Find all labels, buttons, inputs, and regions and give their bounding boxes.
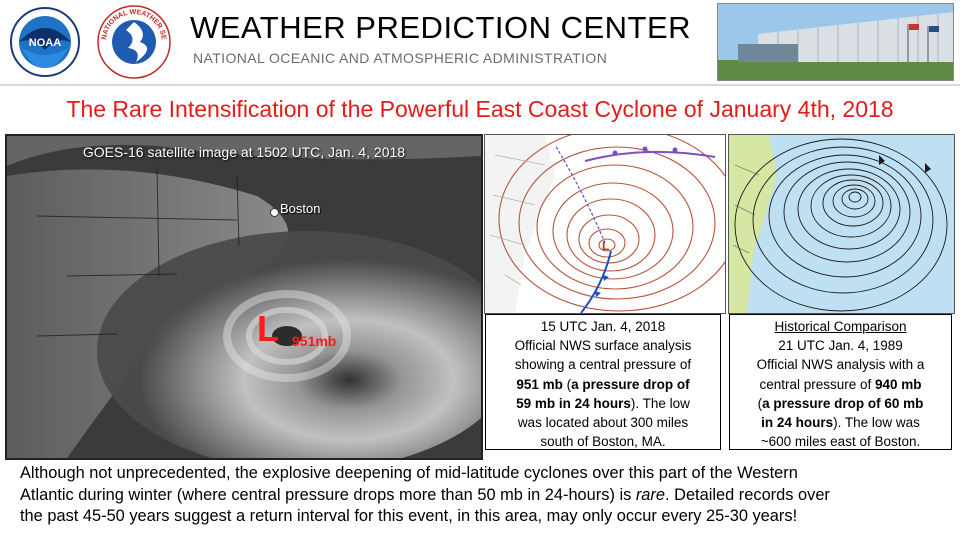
- boston-marker-icon: [270, 208, 279, 217]
- caption-1989-heading: Historical Comparison: [774, 319, 907, 334]
- caption-1989-line1: 21 UTC Jan. 4, 1989: [778, 338, 903, 354]
- caption-1989-line5: in 24 hours). The low was: [761, 415, 920, 431]
- caption-1989-line6: ~600 miles east of Boston.: [760, 434, 921, 450]
- summary-line3: the past 45-50 years suggest a return in…: [20, 507, 798, 525]
- summary-line2: Atlantic during winter (where central pr…: [20, 485, 830, 504]
- noaa-logo: NOAA: [10, 7, 80, 77]
- org-name: WEATHER PREDICTION CENTER: [190, 10, 692, 45]
- caption-2018: 15 UTC Jan. 4, 2018 Official NWS surface…: [485, 314, 721, 450]
- org-subtitle: NATIONAL OCEANIC AND ATMOSPHERIC ADMINIS…: [193, 50, 608, 66]
- surface-analysis-2018-map: L: [484, 134, 726, 314]
- caption-1989-line2: Official NWS analysis with a: [756, 357, 925, 373]
- summary-text: Although not unprecedented, the explosiv…: [20, 463, 950, 528]
- summary-line1: Although not unprecedented, the explosiv…: [20, 464, 798, 482]
- caption-2018-line1: 15 UTC Jan. 4, 2018: [540, 319, 666, 334]
- caption-2018-line7: south of Boston, MA.: [540, 434, 666, 450]
- caption-1989-line3: central pressure of 940 mb: [759, 376, 922, 392]
- caption-2018-line4: 951 mb (a pressure drop of: [516, 376, 690, 392]
- header-divider: [0, 84, 960, 86]
- caption-2018-line2: Official NWS surface analysis: [514, 338, 692, 354]
- caption-2018-line3: showing a central pressure of: [514, 357, 692, 373]
- building-photo: [717, 3, 954, 81]
- caption-2018-line5: 59 mb in 24 hours). The low: [516, 395, 690, 411]
- satellite-caption: GOES-16 satellite image at 1502 UTC, Jan…: [82, 144, 406, 160]
- caption-2018-line6: was located about 300 miles: [517, 415, 689, 431]
- page-title: The Rare Intensification of the Powerful…: [66, 96, 894, 122]
- caption-1989: Historical Comparison 21 UTC Jan. 4, 198…: [729, 314, 952, 450]
- map1-low-glyph: L: [602, 239, 609, 253]
- nws-logo: NATIONAL WEATHER SERVICE: [96, 4, 171, 79]
- low-pressure-value: 951mb: [292, 333, 337, 349]
- boston-label: Boston: [280, 201, 321, 216]
- satellite-image: GOES-16 satellite image at 1502 UTC, Jan…: [5, 134, 483, 460]
- caption-1989-line4: (a pressure drop of 60 mb: [757, 395, 924, 411]
- page-header: NOAA NATIONAL WEATHER SERVICE WEATHER PR…: [0, 0, 960, 84]
- svg-text:NOAA: NOAA: [29, 37, 61, 49]
- historical-analysis-1989-map: [728, 134, 955, 314]
- low-pressure-symbol: L: [257, 308, 279, 349]
- satellite-map: [7, 136, 481, 458]
